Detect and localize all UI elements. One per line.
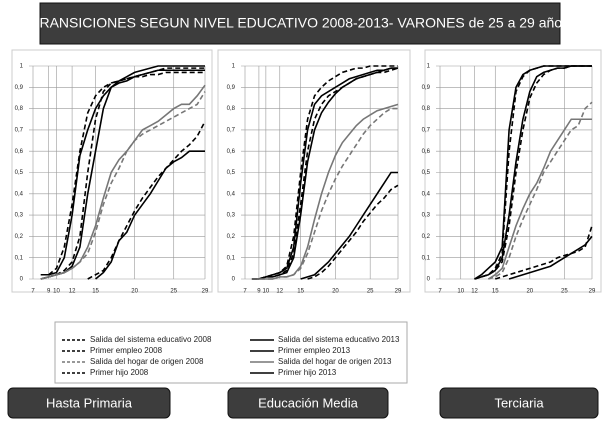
y-tick-label: 0,5	[15, 170, 24, 176]
x-tick-label: 25	[367, 289, 374, 295]
legend-label: Primer hijo 2013	[278, 368, 337, 377]
x-tick-label: 7	[243, 289, 247, 295]
x-tick-label: 10	[53, 289, 60, 295]
x-tick-label: 15	[492, 289, 499, 295]
y-tick-label: 0,7	[422, 127, 431, 133]
series-line	[474, 65, 592, 280]
series-line	[487, 118, 592, 280]
x-tick-label: 29	[589, 289, 596, 295]
x-tick-label: 12	[471, 289, 478, 295]
panel-tab[interactable]	[227, 387, 389, 419]
series-line	[95, 150, 205, 280]
legend-box	[54, 321, 408, 384]
x-tick-label: 25	[561, 289, 568, 295]
series-line	[40, 71, 205, 276]
y-tick-label: 0,4	[15, 191, 24, 197]
y-tick-label: 0,6	[15, 149, 24, 155]
series-line	[40, 67, 205, 280]
y-tick-label: 0,5	[227, 170, 236, 176]
series-line	[307, 184, 399, 280]
page-title: TRANSICIONES SEGUN NIVEL EDUCATIVO 2008-…	[31, 15, 569, 31]
y-tick-label: 0,2	[227, 234, 236, 240]
series-line	[87, 121, 206, 280]
legend-label: Primer hijo 2008	[90, 368, 149, 377]
y-tick-label: 0,8	[227, 106, 236, 112]
x-tick-label: 20	[332, 289, 339, 295]
legend-label: Primer empleo 2008	[90, 346, 163, 355]
x-tick-label: 10	[263, 289, 270, 295]
y-tick-label: 0,1	[422, 255, 431, 261]
x-tick-label: 20	[526, 289, 533, 295]
panel-frame	[11, 49, 213, 293]
legend-label: Salida del hogar de origen 2008	[90, 357, 204, 366]
x-tick-label: 12	[276, 289, 283, 295]
y-tick-label: 0,4	[227, 191, 236, 197]
panel-frame	[217, 49, 411, 293]
y-tick-label: 0,9	[15, 85, 24, 91]
series-line	[488, 101, 593, 280]
title-box	[39, 2, 561, 45]
panel-tab[interactable]	[439, 387, 599, 419]
x-tick-label: 9	[257, 289, 261, 295]
series-line	[251, 67, 399, 280]
y-tick-label: 0,6	[227, 149, 236, 155]
y-tick-label: 0,5	[422, 170, 431, 176]
series-line	[495, 225, 593, 280]
legend-label: Salida del sistema educativo 2013	[278, 335, 400, 344]
x-tick-label: 12	[69, 289, 76, 295]
x-tick-label: 25	[170, 289, 177, 295]
panel-frame	[424, 49, 602, 293]
panel-tab[interactable]	[7, 387, 171, 419]
x-tick-label: 29	[202, 289, 209, 295]
y-tick-label: 0,9	[227, 85, 236, 91]
y-tick-label: 0,7	[15, 127, 24, 133]
series-line	[40, 84, 206, 280]
x-tick-label: 29	[395, 289, 402, 295]
y-tick-label: 0,7	[227, 127, 236, 133]
y-tick-label: 0	[427, 277, 431, 283]
legend-label: Salida del sistema educativo 2008	[90, 335, 212, 344]
series-line	[251, 103, 399, 280]
series-line	[251, 67, 398, 280]
x-tick-label: 15	[92, 289, 99, 295]
y-tick-label: 1	[427, 64, 431, 70]
y-tick-label: 0,8	[422, 106, 431, 112]
series-line	[251, 67, 398, 280]
x-tick-label: 15	[297, 289, 304, 295]
series-line	[40, 65, 205, 280]
y-tick-label: 0	[20, 277, 24, 283]
panel-title[interactable]: Hasta Primaria	[46, 395, 133, 410]
y-tick-label: 1	[20, 64, 24, 70]
y-tick-label: 0,3	[15, 213, 24, 219]
series-line	[40, 69, 205, 276]
y-tick-label: 0,3	[422, 213, 431, 219]
y-tick-label: 0	[232, 277, 236, 283]
series-line	[508, 235, 593, 280]
x-tick-label: 9	[47, 289, 51, 295]
y-tick-label: 0,9	[422, 85, 431, 91]
x-tick-label: 10	[457, 289, 464, 295]
y-tick-label: 0,4	[422, 191, 431, 197]
y-tick-label: 0,2	[422, 234, 431, 240]
y-tick-label: 0,2	[15, 234, 24, 240]
x-tick-label: 20	[131, 289, 138, 295]
series-line	[300, 171, 398, 280]
y-tick-label: 0,1	[227, 255, 236, 261]
x-tick-label: 7	[31, 289, 35, 295]
panel-title[interactable]: Terciaria	[494, 395, 544, 410]
legend-label: Salida del hogar de origen 2013	[278, 357, 392, 366]
y-tick-label: 0,8	[15, 106, 24, 112]
y-tick-label: 1	[232, 64, 236, 70]
y-tick-label: 0,3	[227, 213, 236, 219]
legend-label: Primer empleo 2013	[278, 346, 351, 355]
y-tick-label: 0,6	[422, 149, 431, 155]
panel-title[interactable]: Educación Media	[258, 395, 358, 410]
x-tick-label: 7	[438, 289, 442, 295]
y-tick-label: 0,1	[15, 255, 24, 261]
